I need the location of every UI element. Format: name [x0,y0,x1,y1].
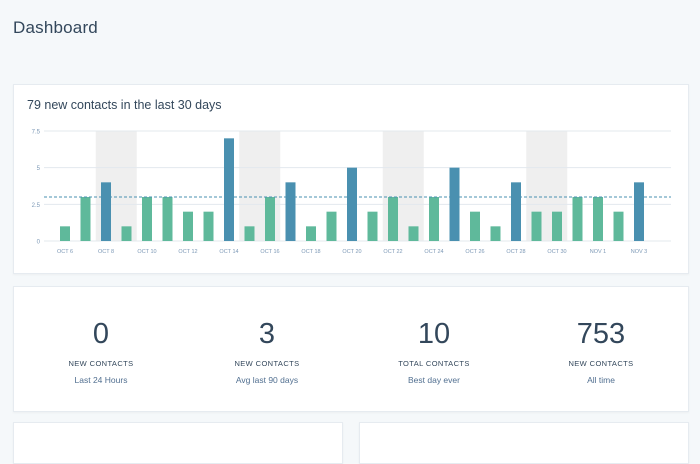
chart-bar [490,226,501,241]
x-tick-label: OCT 30 [547,249,566,255]
chart-bar [429,197,439,241]
stat-new-contacts-24h: 0 NEW CONTACTS Last 24 Hours [26,317,176,385]
chart-bar [552,211,562,241]
stat-subtitle: Last 24 Hours [74,375,128,385]
x-tick-label: OCT 28 [506,249,525,255]
x-tick-label: OCT 10 [137,249,156,255]
chart-bar [531,211,542,241]
chart-bar [121,226,132,241]
chart-bar [306,226,316,241]
y-tick-label: 7.5 [32,130,41,136]
chart-bar [511,182,521,241]
chart-bar [449,167,460,241]
stat-value: 3 [258,318,276,350]
stat-value: 0 [92,318,110,350]
chart-bar [285,182,296,241]
bottom-card-left [13,422,343,464]
chart-bar [224,138,234,241]
stat-label: TOTAL CONTACTS [398,359,470,368]
stat-label: NEW CONTACTS [568,359,634,368]
stat-subtitle: Best day ever [408,375,460,385]
chart-bar [142,197,152,241]
x-tick-label: OCT 6 [57,249,73,255]
chart-bar [265,197,275,241]
x-tick-label: OCT 20 [342,249,361,255]
chart-bar [101,182,111,241]
x-tick-label: OCT 22 [383,249,402,255]
x-tick-label: NOV 3 [631,249,648,255]
page-title: Dashboard [13,18,98,37]
chart-bar [408,226,419,241]
stat-subtitle: Avg last 90 days [235,375,299,385]
y-tick-label: 0 [37,240,41,246]
stat-label: NEW CONTACTS [68,359,134,368]
x-tick-label: OCT 18 [301,249,320,255]
stat-subtitle: All time [587,375,615,385]
x-tick-label: NOV 1 [590,249,607,255]
chart-bar [613,211,624,241]
chart-bar [162,197,173,241]
chart-bar [593,197,603,241]
stat-all-time: 753 NEW CONTACTS All time [526,317,676,385]
chart-bar [634,182,644,241]
y-tick-label: 2.5 [32,203,41,209]
contacts-chart-card: 79 new contacts in the last 30 days 0 2.5… [13,84,689,274]
stat-label: NEW CONTACTS [234,359,300,368]
chart-bar [244,226,255,241]
chart-bar [572,197,583,241]
stat-value: 10 [417,318,451,350]
chart-bar [60,226,70,241]
x-tick-label: OCT 24 [424,249,443,255]
stat-best-day: 10 TOTAL CONTACTS Best day ever [359,317,509,385]
chart-bar [388,197,398,241]
stat-value: 753 [576,318,626,350]
stats-card: 0 NEW CONTACTS Last 24 Hours 3 NEW CONTA… [13,286,689,412]
chart-bar [80,197,91,241]
x-tick-label: OCT 8 [98,249,114,255]
chart-title: 79 new contacts in the last 30 days [27,98,222,112]
chart-bar [326,211,337,241]
chart-bar [347,167,357,241]
x-tick-label: OCT 26 [465,249,484,255]
contacts-bar-chart: 0 2.5 5 7.5 OCT 6 OCT 8 OCT 10 OCT 12 OCT 14 OCT … [32,130,671,255]
x-tick-label: OCT 16 [260,249,279,255]
chart-bar [470,211,480,241]
x-tick-label: OCT 12 [178,249,197,255]
chart-bar [203,211,214,241]
y-tick-label: 5 [37,166,41,172]
chart-bar [367,211,378,241]
bottom-card-right [359,422,689,464]
stat-avg-90-days: 3 NEW CONTACTS Avg last 90 days [192,317,342,385]
x-tick-label: OCT 14 [219,249,238,255]
chart-bar [183,211,193,241]
